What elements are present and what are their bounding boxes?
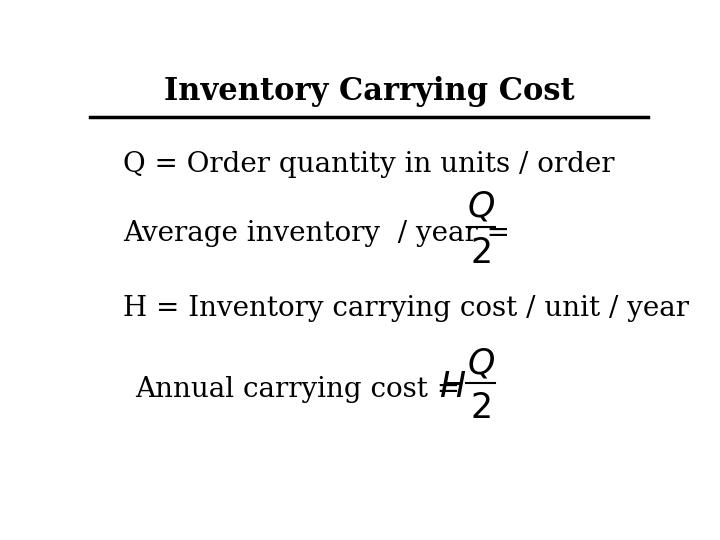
Text: H = Inventory carrying cost / unit / year: H = Inventory carrying cost / unit / yea…: [124, 294, 690, 321]
Text: Q = Order quantity in units / order: Q = Order quantity in units / order: [124, 151, 615, 178]
Text: $\mathit{Q}$: $\mathit{Q}$: [467, 189, 495, 223]
Text: Annual carrying cost =: Annual carrying cost =: [135, 376, 469, 403]
Text: $2$: $2$: [470, 391, 491, 425]
Text: $2$: $2$: [470, 236, 491, 270]
Text: $\mathit{H}$: $\mathit{H}$: [438, 370, 466, 404]
Text: Inventory Carrying Cost: Inventory Carrying Cost: [163, 76, 575, 107]
Text: Average inventory  / year =: Average inventory / year =: [124, 220, 519, 247]
Text: $\mathit{Q}$: $\mathit{Q}$: [467, 346, 495, 380]
